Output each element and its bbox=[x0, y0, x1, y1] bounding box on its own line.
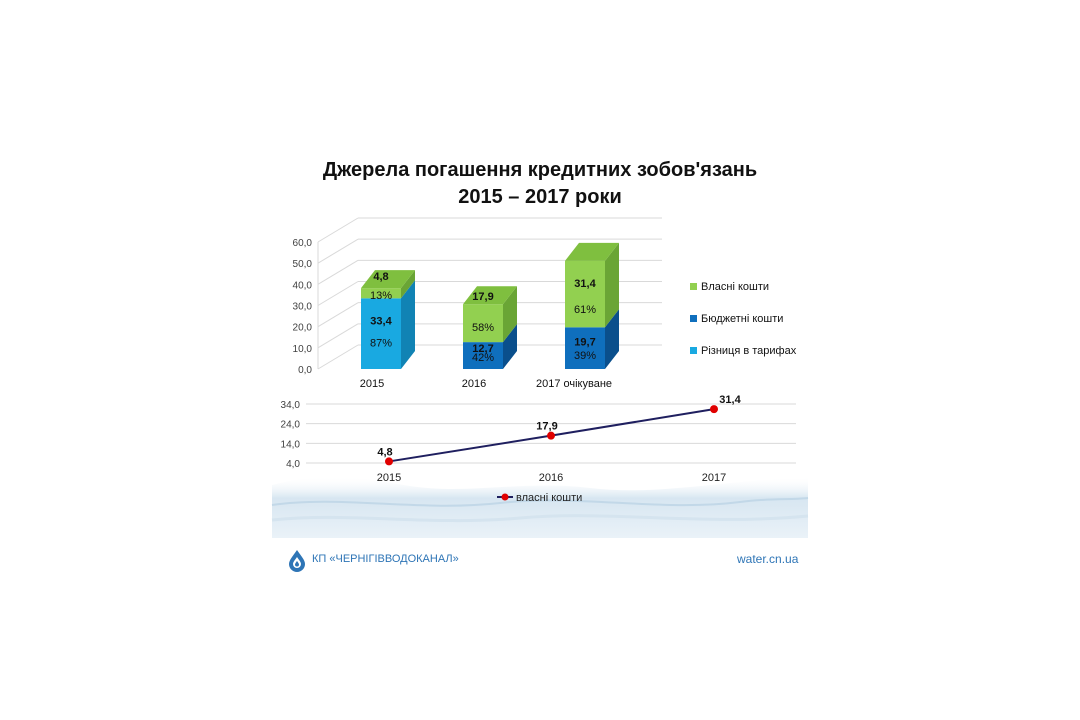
line-y-tick-label: 4,0 bbox=[286, 459, 300, 470]
bar-y-tick-label: 40,0 bbox=[293, 280, 313, 291]
bar-value-label: 33,4 bbox=[370, 315, 392, 327]
bar-segment-side bbox=[605, 309, 619, 369]
bar-segment-side bbox=[605, 242, 619, 328]
bar-segment-front bbox=[565, 260, 605, 328]
bar-percent-label: 87% bbox=[370, 337, 392, 349]
bar-grid-diagonal bbox=[317, 344, 359, 370]
bar-segment-front bbox=[565, 327, 605, 369]
bar-segment-side bbox=[401, 280, 415, 369]
bar-percent-label: 58% bbox=[472, 322, 494, 334]
bar-y-tick-label: 30,0 bbox=[293, 302, 313, 313]
bar-grid-diagonal bbox=[317, 217, 359, 243]
water-background bbox=[272, 476, 808, 538]
line-data-label: 4,8 bbox=[377, 446, 392, 458]
bar-percent-label: 13% bbox=[370, 290, 392, 302]
bar-value-label: 19,7 bbox=[574, 336, 595, 348]
line-data-label: 17,9 bbox=[536, 421, 557, 433]
footer-organization: КП «ЧЕРНІГІВВОДОКАНАЛ» bbox=[312, 553, 459, 565]
line-point bbox=[710, 405, 718, 414]
bar-x-tick-label: 2016 bbox=[462, 378, 486, 390]
bar-x-tick-label: 2015 bbox=[360, 378, 384, 390]
line-legend-marker bbox=[501, 493, 509, 501]
legend-swatch bbox=[690, 347, 697, 354]
line-y-tick-label: 24,0 bbox=[281, 420, 301, 431]
bar-grid-diagonal bbox=[317, 302, 359, 328]
bar-segment-side bbox=[503, 286, 517, 343]
chart-title-line2: 2015 – 2017 роки bbox=[458, 186, 622, 208]
line-point bbox=[385, 457, 393, 466]
line-x-tick-label: 2017 bbox=[702, 472, 726, 484]
bar-segment-side bbox=[503, 324, 517, 369]
bar-grid-diagonal bbox=[317, 323, 359, 349]
footer-url[interactable]: water.cn.ua bbox=[737, 552, 799, 566]
line-data-label: 31,4 bbox=[719, 394, 741, 406]
bar-percent-label: 61% bbox=[574, 304, 596, 316]
bar-y-tick-label: 60,0 bbox=[293, 238, 313, 249]
line-legend-label: власні кошти bbox=[516, 492, 582, 504]
bar-percent-label: 42% bbox=[472, 352, 494, 364]
line-x-tick-label: 2015 bbox=[377, 472, 401, 484]
legend-swatch bbox=[690, 283, 697, 290]
line-point bbox=[547, 431, 555, 440]
bar-segment-top bbox=[463, 286, 517, 305]
water-wave bbox=[271, 497, 809, 507]
bar-y-tick-label: 10,0 bbox=[293, 344, 313, 355]
water-wave-2 bbox=[271, 514, 809, 523]
bar-y-tick-label: 0,0 bbox=[298, 365, 312, 376]
droplet-logo-icon bbox=[289, 550, 305, 572]
line-x-tick-label: 2016 bbox=[539, 472, 563, 484]
chart-title-line1: Джерела погашення кредитних зобов'язань bbox=[322, 159, 758, 181]
bar-x-tick-label: 2017 очікуване bbox=[536, 378, 612, 390]
legend-swatch bbox=[690, 315, 697, 322]
bar-segment-top bbox=[361, 270, 415, 289]
bar-y-tick-label: 50,0 bbox=[293, 259, 313, 270]
bar-grid-diagonal bbox=[317, 281, 359, 306]
bar-value-label: 4,8 bbox=[373, 271, 388, 283]
bar-percent-label: 39% bbox=[574, 350, 596, 362]
bar-segment-top bbox=[565, 242, 619, 261]
legend-label: Різниця в тарифах bbox=[701, 345, 797, 357]
bar-grid-diagonal bbox=[317, 259, 359, 285]
bar-value-label: 12,7 bbox=[472, 343, 493, 355]
legend-label: Бюджетні кошти bbox=[701, 313, 783, 325]
bar-segment-front bbox=[463, 304, 503, 343]
legend-label: Власні кошти bbox=[701, 281, 769, 293]
line-y-tick-label: 34,0 bbox=[281, 400, 301, 411]
line-y-tick-label: 14,0 bbox=[281, 439, 301, 450]
bar-value-label: 17,9 bbox=[472, 291, 493, 303]
bar-value-label: 31,4 bbox=[574, 278, 596, 290]
bar-segment-front bbox=[463, 342, 503, 369]
bar-segment-side bbox=[401, 270, 415, 299]
bar-segment-front bbox=[361, 288, 401, 299]
bar-segment-front bbox=[361, 298, 401, 369]
bar-y-tick-label: 20,0 bbox=[293, 323, 313, 334]
bar-grid-diagonal bbox=[317, 238, 359, 264]
